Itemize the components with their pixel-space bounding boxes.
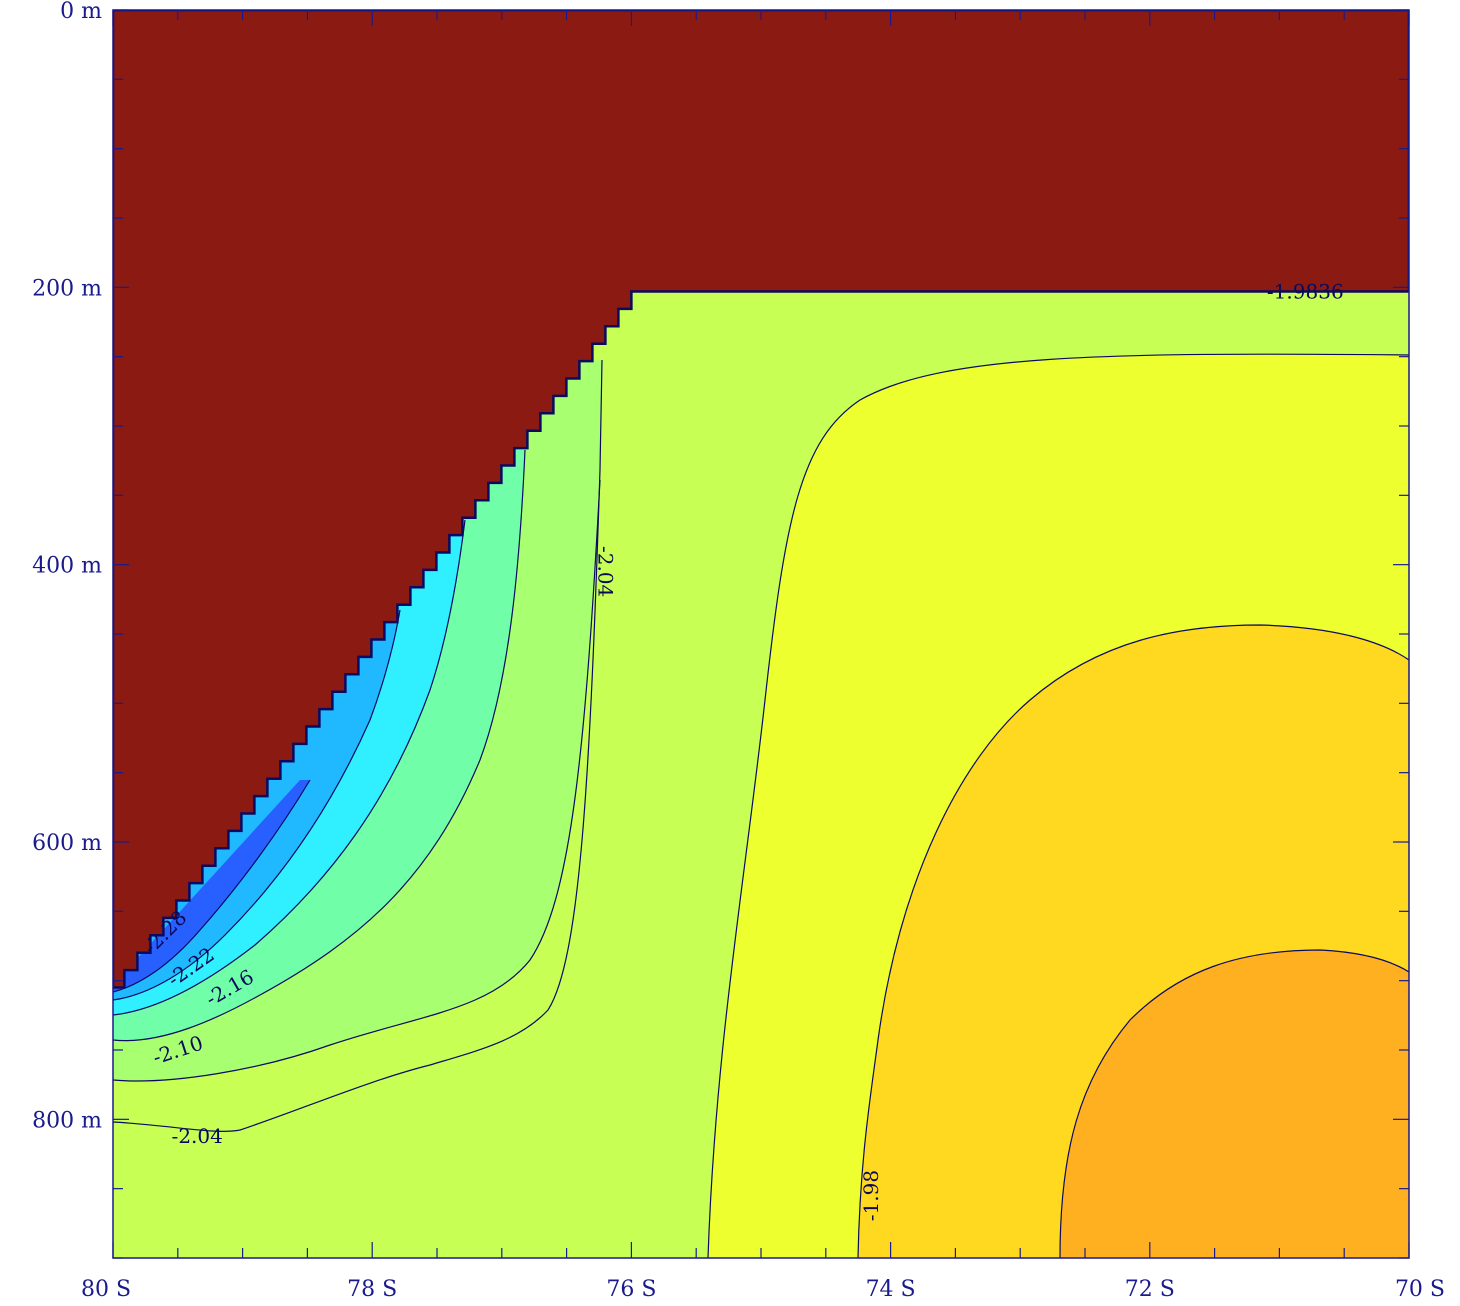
y-axis: 0 m 200 m 400 m 600 m 800 m <box>32 0 1409 1259</box>
contour-label-text: -2.04 <box>594 546 618 597</box>
contour-label: -1.98 <box>859 1170 883 1221</box>
contour-label: -1.9836 <box>1267 280 1344 304</box>
region-fill-orange <box>1060 950 1409 1258</box>
contour-label-text: -2.04 <box>172 1124 223 1148</box>
plot-area <box>113 10 1409 1258</box>
land-mask <box>113 10 1409 989</box>
contour-line <box>857 624 1409 1258</box>
contour-line <box>707 353 1409 1258</box>
region-fill-blue <box>113 780 310 992</box>
contour-line <box>113 519 466 1016</box>
x-tick-label: 70 S <box>1395 1277 1445 1302</box>
y-tick-label: 400 m <box>32 554 102 579</box>
contour-line <box>1059 949 1409 1258</box>
contour-line <box>113 479 601 1082</box>
y-tick-label: 0 m <box>60 0 102 24</box>
y-tick-label: 800 m <box>32 1108 102 1133</box>
x-axis: 80 S 78 S 76 S 74 S 72 S 70 S <box>81 10 1445 1302</box>
contour-label: -2.04 <box>594 546 618 597</box>
x-tick-label: 74 S <box>866 1277 916 1302</box>
contour-label-text: -1.98 <box>859 1170 883 1221</box>
x-tick-label: 78 S <box>347 1277 397 1302</box>
x-tick-label: 80 S <box>81 1277 131 1302</box>
x-tick-label: 76 S <box>606 1277 656 1302</box>
contour-line <box>113 609 401 1001</box>
contour-label-text: -1.9836 <box>1267 280 1344 304</box>
y-tick-label: 600 m <box>32 831 102 856</box>
contour-line <box>113 779 311 993</box>
contour-label: -2.04 <box>172 1124 223 1148</box>
y-tick-label: 200 m <box>32 276 102 301</box>
x-tick-label: 72 S <box>1125 1277 1175 1302</box>
contour-line <box>113 359 603 1132</box>
contour-line <box>113 449 526 1042</box>
